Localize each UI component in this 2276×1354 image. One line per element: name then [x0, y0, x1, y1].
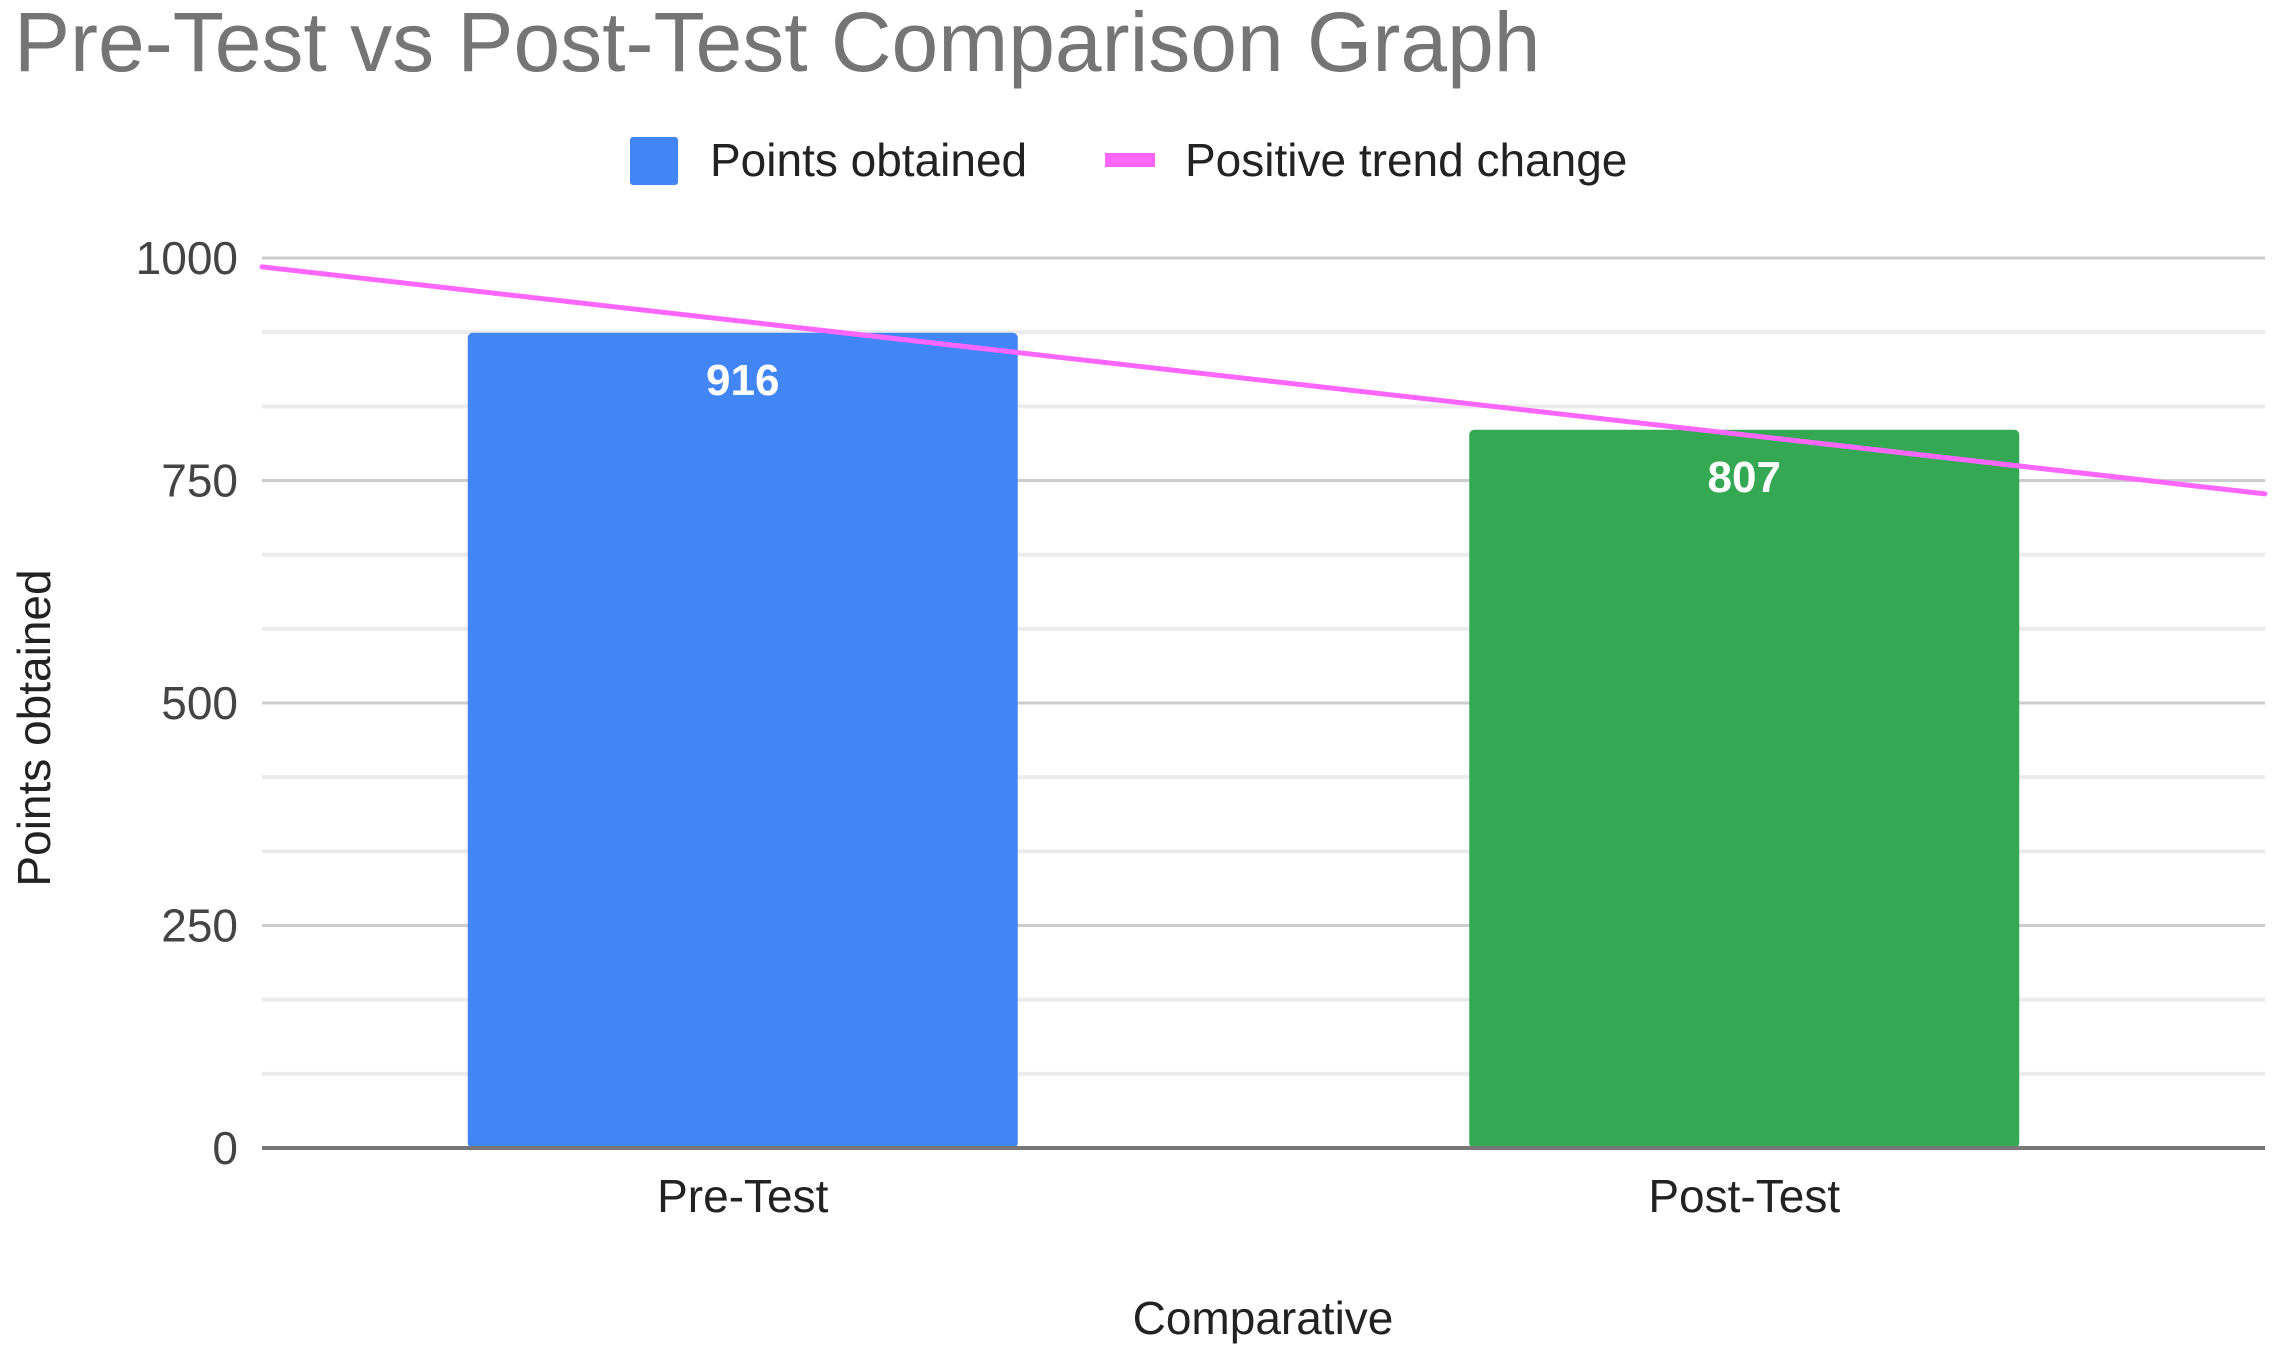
y-tick-label: 1000 [136, 232, 238, 284]
legend-label-points-obtained: Points obtained [710, 134, 1027, 186]
data-label-post-test: 807 [1708, 453, 1781, 502]
y-tick-label: 250 [161, 900, 238, 952]
data-label-pre-test: 916 [706, 356, 779, 405]
trendline [259, 264, 2268, 497]
y-tick-label: 750 [161, 455, 238, 507]
x-axis-title: Comparative [1133, 1292, 1394, 1344]
legend-swatch-trendline [1105, 153, 1155, 167]
x-tick-label-pre-test: Pre-Test [657, 1170, 828, 1222]
legend-swatch-points-obtained [630, 137, 678, 185]
legend: Points obtained Positive trend change [630, 134, 1627, 186]
y-tick-label: 500 [161, 677, 238, 729]
bar-post-test [1469, 429, 2020, 1148]
trendline-group [259, 264, 2268, 497]
x-axis-ticks: Pre-Test Post-Test [657, 1170, 1840, 1222]
y-tick-label: 0 [212, 1122, 238, 1174]
y-axis-title: Points obtained [8, 569, 60, 886]
x-tick-label-post-test: Post-Test [1648, 1170, 1840, 1222]
legend-label-trendline: Positive trend change [1185, 134, 1627, 186]
bars [467, 332, 2020, 1148]
y-axis-ticks: 0 250 500 750 1000 [136, 232, 238, 1174]
data-labels: 916 807 [706, 356, 1781, 502]
chart-title: Pre-Test vs Post-Test Comparison Graph [14, 0, 1541, 89]
bar-pre-test [467, 332, 1018, 1148]
